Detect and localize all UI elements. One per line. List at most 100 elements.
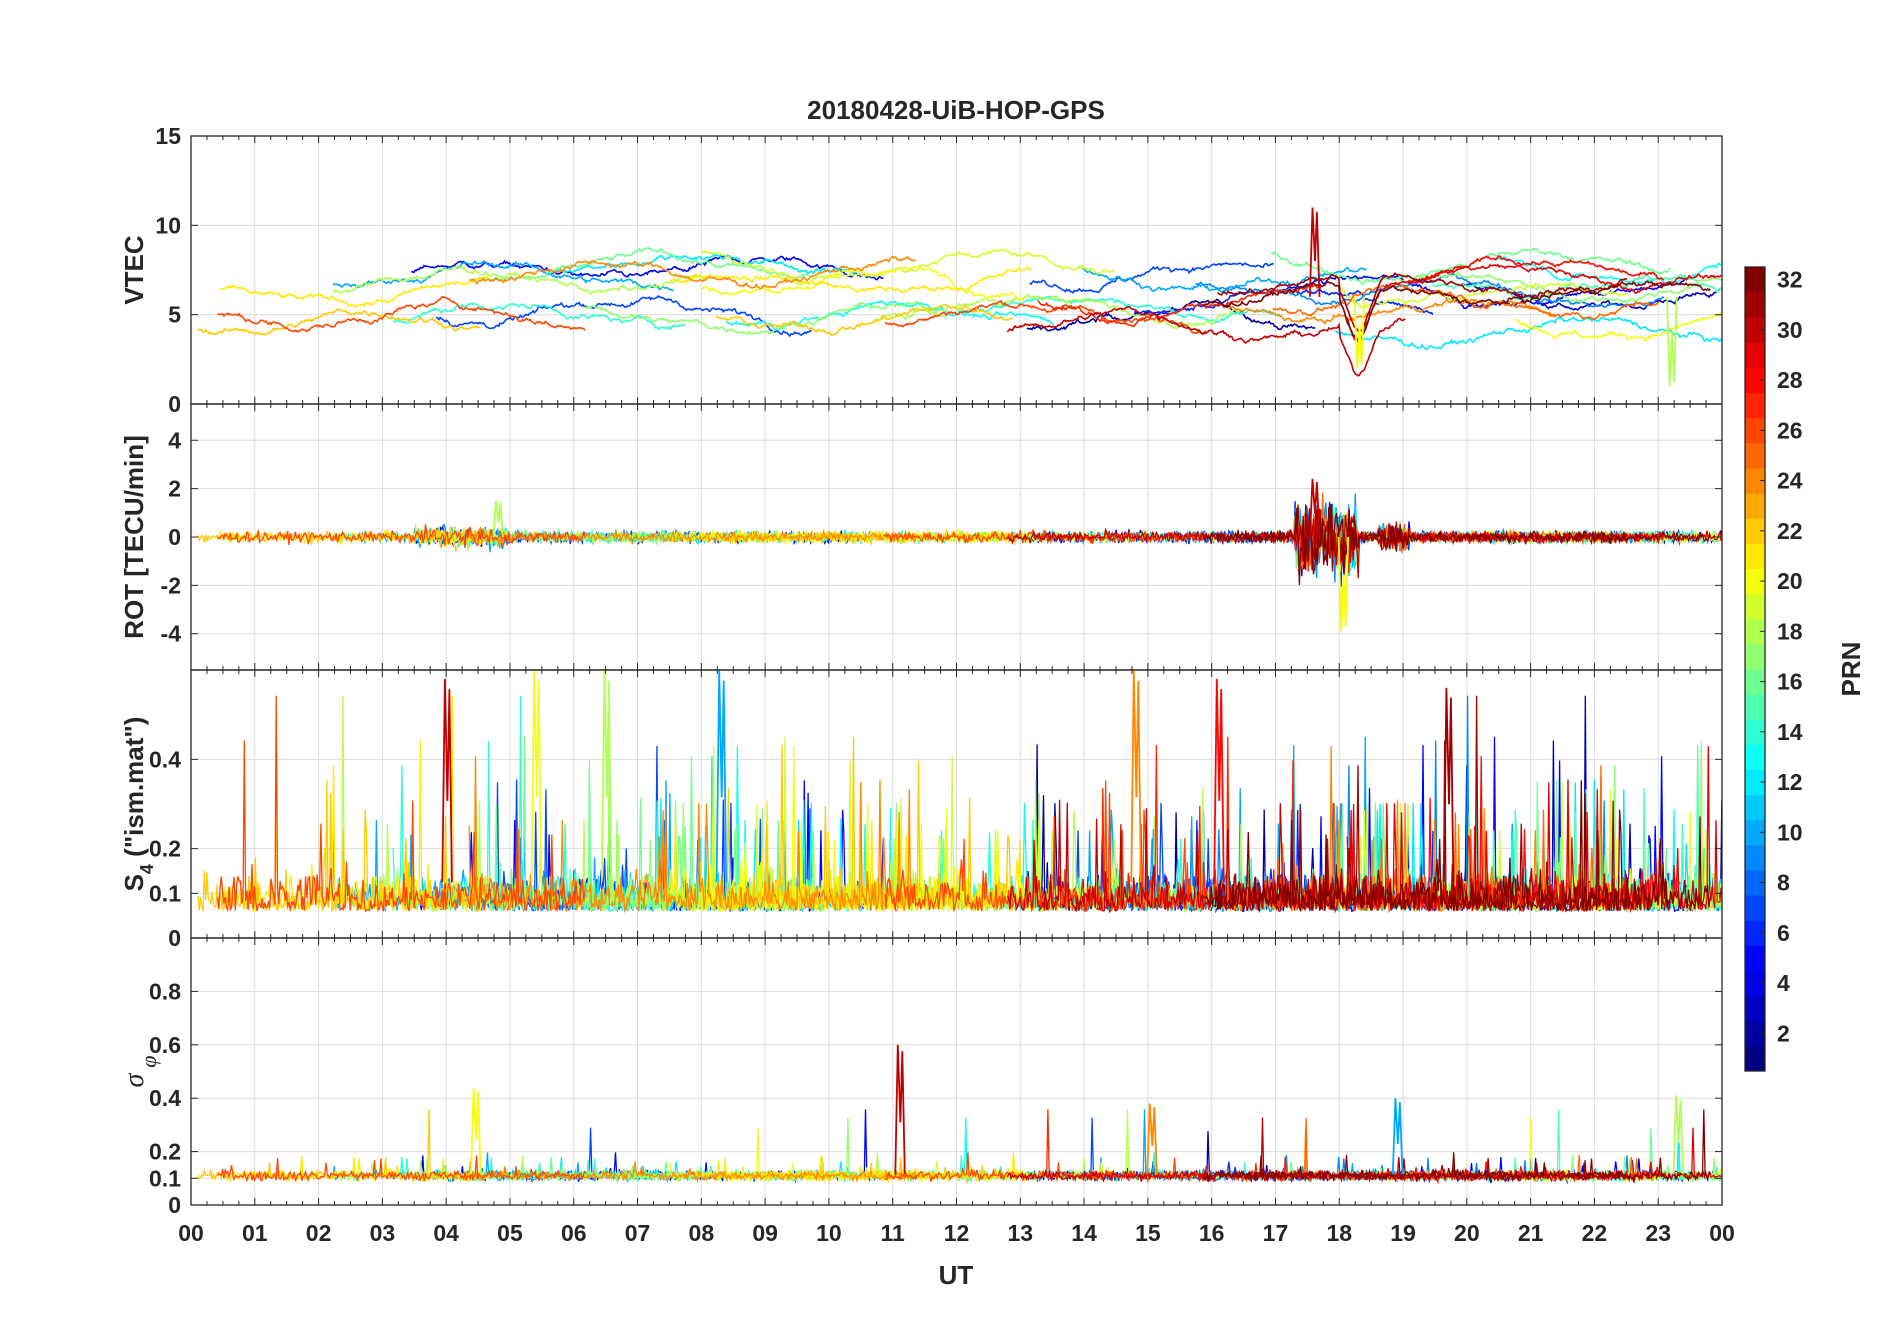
x-axis-label: UT — [939, 1260, 974, 1290]
colorbar-tick-label: 10 — [1777, 819, 1803, 845]
event-spike — [715, 670, 728, 883]
colorbar-tick-label: 26 — [1777, 417, 1803, 443]
y-tick-label: 15 — [155, 123, 181, 149]
event-spike — [1391, 1098, 1404, 1175]
trace-prn-12 — [1334, 316, 1722, 350]
colorbar-swatch — [1745, 543, 1765, 569]
event-spike — [1672, 1095, 1684, 1175]
event-spike — [1353, 296, 1365, 369]
colorbar-swatch — [1745, 643, 1765, 670]
event-spike — [1337, 536, 1350, 632]
event-spike — [1130, 670, 1142, 883]
colorbar-swatch — [1745, 995, 1765, 1022]
colorbar-swatch — [1745, 417, 1765, 444]
x-tick-label: 15 — [1135, 1220, 1161, 1246]
event-spike — [1666, 296, 1678, 387]
event-spike — [492, 500, 504, 538]
trace-prn-26 — [217, 295, 586, 333]
trace-prn-22 — [715, 1156, 1013, 1185]
y-axis-label-vtec: VTEC — [119, 235, 149, 305]
trace-prn-10 — [1081, 1109, 1368, 1184]
traces-rot — [197, 478, 1722, 632]
colorbar-frame — [1744, 266, 1766, 1072]
colorbar-swatch — [1745, 342, 1765, 368]
x-tick-label: 11 — [881, 1220, 906, 1246]
colorbar-tick-label: 8 — [1777, 870, 1790, 896]
y-tick-label: 0 — [168, 524, 181, 550]
colorbar-swatch — [1745, 719, 1765, 745]
colorbar-tick-label: 16 — [1777, 669, 1803, 695]
trace-prn-22 — [715, 736, 1014, 912]
panel-sigma_phi: 00.10.2 0.4 0.6 0.8 σφ — [119, 937, 1723, 1218]
event-spike — [1213, 678, 1225, 883]
y-tick-label: 0.2 — [149, 836, 181, 862]
trace-prn-26 — [217, 524, 586, 548]
colorbar-swatch — [1745, 593, 1765, 620]
trace-prn-22 — [715, 303, 1013, 336]
trace-prn-27 — [1037, 284, 1322, 328]
trace-prn-22 — [197, 308, 481, 336]
x-tick-label: 09 — [752, 1220, 778, 1246]
trace-prn-17 — [1397, 271, 1722, 304]
y-axis-label-sigma_phi: σφ — [119, 1056, 161, 1088]
colorbar-swatch — [1745, 468, 1765, 494]
colorbar-swatch — [1745, 493, 1765, 519]
y-tick-label: 0.4 — [149, 746, 181, 772]
colorbar-tick-label: 6 — [1777, 920, 1790, 946]
event-spike — [1443, 687, 1455, 883]
colorbar-swatch — [1745, 844, 1765, 871]
colorbar-tick-label: 24 — [1777, 468, 1803, 494]
event-spike — [894, 1044, 906, 1175]
y-tick-label: 0.1 — [149, 1165, 181, 1191]
events-rot — [492, 478, 1350, 632]
event-spike — [530, 670, 543, 883]
trace-prn-19 — [700, 247, 1115, 286]
trace-prn-29 — [1346, 263, 1722, 343]
panel-s4: 0 0.1 0.2 0.4S4 ("ism.mat") — [119, 669, 1723, 951]
x-tick-label: 21 — [1518, 1220, 1544, 1246]
trace-prn-28 — [1407, 255, 1665, 285]
colorbar-swatch — [1745, 870, 1765, 896]
colorbar-swatch — [1745, 518, 1765, 544]
colorbar-swatch — [1745, 267, 1765, 293]
trace-prn-7 — [435, 295, 812, 338]
y-tick-label: 0 — [168, 1192, 181, 1218]
colorbar-swatch — [1745, 895, 1765, 921]
colorbar-swatch — [1745, 794, 1765, 821]
x-tick-label: 14 — [1071, 1220, 1097, 1246]
chart-title: 20180428-UiB-HOP-GPS — [807, 95, 1105, 125]
trace-prn-10 — [332, 259, 674, 292]
event-spike — [1146, 1103, 1158, 1175]
colorbar-swatch — [1745, 1045, 1765, 1072]
colorbar-swatch — [1745, 392, 1765, 419]
colorbar-tick-label: 18 — [1777, 618, 1803, 644]
colorbar-swatch — [1745, 1020, 1765, 1047]
trace-prn-32 — [1201, 503, 1711, 586]
trace-prn-32 — [1202, 280, 1711, 342]
event-spike — [470, 1087, 482, 1175]
traces-vtec — [197, 207, 1722, 387]
x-tick-label: 20 — [1454, 1220, 1480, 1246]
colorbar-swatch — [1745, 568, 1765, 595]
trace-prn-20 — [1515, 311, 1722, 343]
x-tick-label: 03 — [370, 1220, 396, 1246]
trace-prn-17 — [583, 300, 946, 336]
x-tick-label: 22 — [1582, 1220, 1608, 1246]
trace-prn-21 — [219, 275, 492, 308]
colorbar-tick-label: 30 — [1777, 317, 1803, 343]
events-sigma_phi — [470, 1044, 1684, 1175]
y-tick-label: 0.2 — [149, 1139, 181, 1165]
x-tick-label: 19 — [1390, 1220, 1416, 1246]
colorbar-swatch — [1745, 618, 1765, 645]
trace-prn-31 — [1217, 271, 1628, 332]
colorbar-label: PRN — [1836, 642, 1866, 697]
colorbar-tick-label: 12 — [1777, 769, 1803, 795]
trace-prn-7 — [1029, 261, 1274, 294]
colorbar-swatch — [1745, 920, 1765, 946]
x-tick-label: 17 — [1263, 1220, 1289, 1246]
colorbar-swatch — [1745, 744, 1765, 770]
trace-prn-12 — [547, 253, 857, 275]
event-spike — [441, 678, 453, 883]
colorbar-swatch — [1745, 970, 1765, 997]
